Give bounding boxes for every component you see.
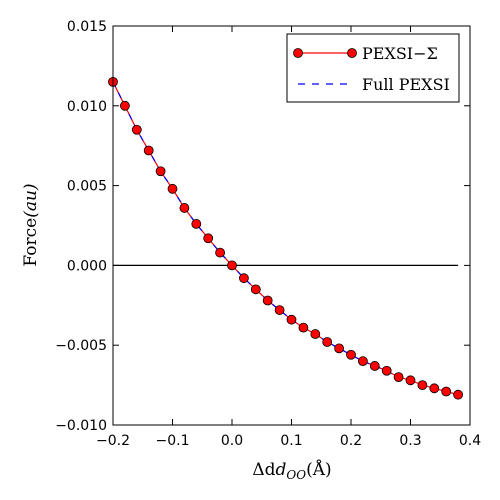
data-point <box>310 329 321 339</box>
y-tick-label: 0.000 <box>67 258 107 274</box>
data-point <box>179 203 190 213</box>
axis-ticks: −0.2 −0.1 0.0 0.1 0.2 0.3 0.4 −0.010 −0.005 0.000… <box>55 19 481 449</box>
x-axis-label: ΔddOO(Å) <box>252 459 331 482</box>
legend: PEXSI−Σ Full PEXSI <box>286 33 460 103</box>
x-tick-label: 0.4 <box>459 433 481 449</box>
data-point <box>357 356 368 367</box>
y-tick-label: 0.010 <box>67 99 107 115</box>
data-point <box>250 284 261 295</box>
data-point <box>167 183 178 194</box>
data-point <box>417 380 428 391</box>
data-point <box>369 361 380 371</box>
data-point <box>393 372 404 383</box>
data-point <box>453 389 464 400</box>
data-point <box>381 365 392 376</box>
data-point <box>262 295 273 306</box>
data-point <box>286 314 297 325</box>
data-point <box>131 124 142 135</box>
data-point <box>274 305 285 315</box>
data-point <box>405 375 416 386</box>
legend-box <box>286 33 460 103</box>
data-point <box>441 386 452 397</box>
data-point <box>120 100 130 111</box>
data-point <box>298 322 309 333</box>
data-point <box>215 247 226 258</box>
x-tick-label: 0.0 <box>221 433 243 449</box>
x-tick-label: 0.1 <box>280 433 302 449</box>
legend-label-pexsi-sigma: PEXSI−Σ <box>362 44 438 63</box>
data-point <box>143 145 154 156</box>
data-point <box>191 219 202 229</box>
x-tick-label: 0.2 <box>340 433 362 449</box>
data-point <box>322 337 333 347</box>
data-point <box>227 260 237 271</box>
data-point <box>155 166 166 177</box>
y-tick-label: 0.005 <box>67 179 107 195</box>
x-tick-label: −0.2 <box>96 433 130 449</box>
y-axis-label: Force(au) <box>21 183 41 266</box>
legend-marker-pexsi-sigma-2 <box>347 48 357 58</box>
y-tick-label: −0.010 <box>55 418 107 434</box>
y-tick-label: 0.015 <box>67 19 107 35</box>
legend-marker-pexsi-sigma <box>293 48 303 58</box>
data-point <box>334 343 345 354</box>
y-tick-label: −0.005 <box>55 338 107 354</box>
x-tick-label: 0.3 <box>399 433 421 449</box>
legend-label-full-pexsi: Full PEXSI <box>362 75 450 94</box>
data-point <box>346 349 356 360</box>
x-tick-label: −0.1 <box>156 433 190 449</box>
plot-content <box>108 76 464 400</box>
data-point <box>238 273 249 284</box>
data-point <box>203 233 214 244</box>
data-point <box>429 383 440 394</box>
